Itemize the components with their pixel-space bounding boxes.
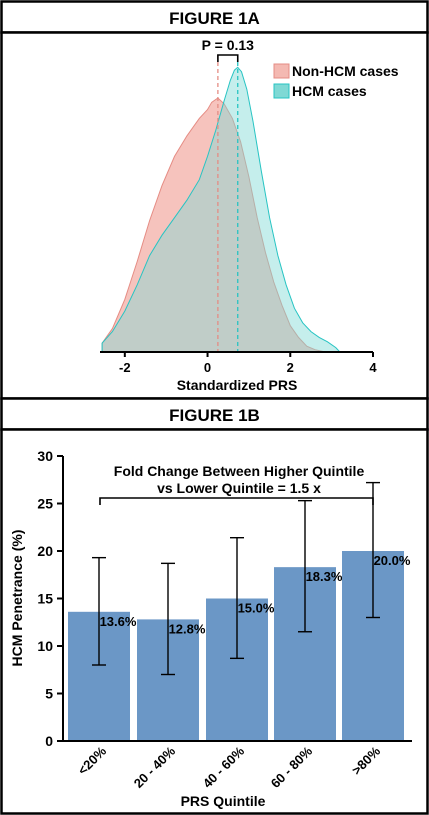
error-bar [230, 537, 244, 660]
x-tick-label: 0 [204, 360, 211, 375]
panel-1b: FIGURE 1B Fold Change Between Higher Qui… [0, 397, 429, 815]
p-value-bracket [217, 54, 239, 62]
y-tick-label: 20 [37, 543, 53, 559]
error-bar [366, 481, 380, 619]
density-area-1 [101, 66, 342, 353]
bar-series: 13.6% 12.8% 15.0% 18.3% 20.0% [68, 481, 411, 741]
x-tick-label: -2 [119, 360, 131, 375]
panel-1b-title: FIGURE 1B [169, 406, 260, 425]
y-axis-ticks: 0 5 10 15 20 25 30 [37, 448, 63, 749]
bar-chart-subtitle: vs Lower Quintile = 1.5 x [157, 480, 321, 496]
x-tick-label: 2 [287, 360, 294, 375]
y-tick-label: 10 [37, 638, 53, 654]
x-axis-ticks: -2 0 2 4 [119, 352, 377, 375]
legend: Non-HCM cases HCM cases [273, 63, 399, 99]
y-tick-label: 5 [45, 686, 53, 702]
y-tick-label: 30 [37, 448, 53, 464]
density-area-0 [101, 97, 326, 353]
legend-swatch-non-hcm [273, 63, 290, 79]
bar-value-label: 18.3% [306, 569, 343, 584]
x-tick-label: 4 [369, 360, 377, 375]
legend-label-hcm: HCM cases [292, 83, 367, 99]
legend-swatch-hcm [273, 83, 290, 99]
bar-value-label: 12.8% [169, 621, 206, 636]
y-tick-label: 25 [37, 496, 53, 512]
bar-x-axis-label: PRS Quintile [181, 793, 266, 809]
bar-value-label: 15.0% [238, 601, 275, 616]
p-value-label: P = 0.13 [202, 37, 255, 53]
x-axis-label: Standardized PRS [177, 377, 298, 393]
error-bar [92, 556, 106, 666]
error-bar [161, 562, 175, 676]
y-tick-label: 15 [37, 591, 53, 607]
density-plot [101, 55, 342, 353]
error-bar [298, 499, 312, 633]
bar-chart-title: Fold Change Between Higher Quintile [114, 463, 365, 479]
p-value-annotation: P = 0.13 [202, 37, 255, 62]
bar-value-label: 20.0% [374, 553, 411, 568]
y-axis-label: HCM Penetrance (%) [9, 530, 25, 667]
panel-1a: FIGURE 1A -2 0 2 4 Standardized PRS P = 0.1… [0, 0, 429, 400]
y-tick-label: 0 [45, 733, 53, 749]
bar-value-label: 13.6% [100, 614, 137, 629]
panel-1a-title: FIGURE 1A [169, 9, 260, 28]
legend-label-non-hcm: Non-HCM cases [292, 63, 399, 79]
